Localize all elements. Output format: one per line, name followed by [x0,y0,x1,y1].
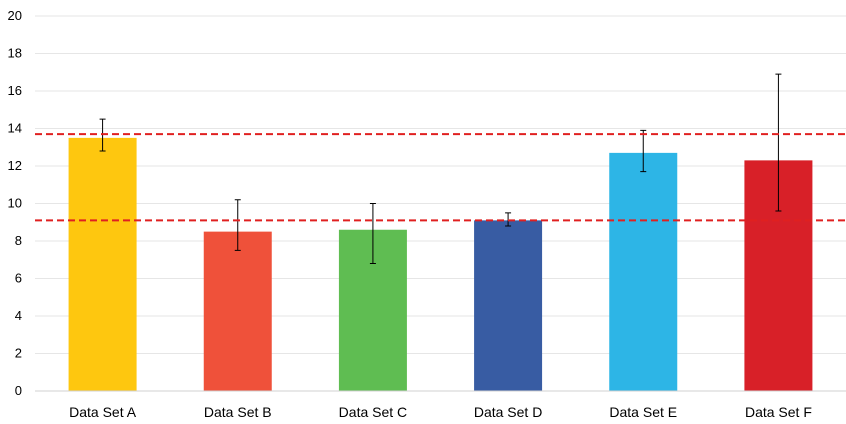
y-tick-label: 8 [15,233,22,248]
y-tick-label: 20 [8,8,22,23]
y-tick-label: 12 [8,158,22,173]
x-axis-labels: Data Set A Data Set B Data Set C Data Set D… [69,404,812,420]
y-tick-label: 18 [8,46,22,61]
x-category-label: Data Set E [609,404,677,420]
error-bar [234,199,241,251]
y-tick-label: 4 [15,308,22,323]
y-tick-label: 14 [8,121,22,136]
y-tick-label: 2 [15,346,22,361]
bar [68,137,137,391]
error-bar [775,73,782,212]
bar [474,220,543,391]
error-bar [369,203,376,264]
x-category-label: Data Set A [69,404,137,420]
y-tick-label: 10 [8,196,22,211]
error-bar [640,129,647,173]
y-tick-label: 16 [8,83,22,98]
y-axis-ticks: 0 2 4 6 8 10 12 14 16 18 20 [8,8,22,398]
x-category-label: Data Set C [339,404,407,420]
error-bars [99,73,782,264]
x-category-label: Data Set F [745,404,812,420]
gridlines [35,15,846,354]
y-tick-label: 6 [15,271,22,286]
y-tick-label: 0 [15,383,22,398]
bar [609,152,678,391]
x-category-label: Data Set B [204,404,272,420]
reference-lines [35,133,846,222]
bar [203,231,272,391]
x-category-label: Data Set D [474,404,542,420]
bars [68,137,813,391]
